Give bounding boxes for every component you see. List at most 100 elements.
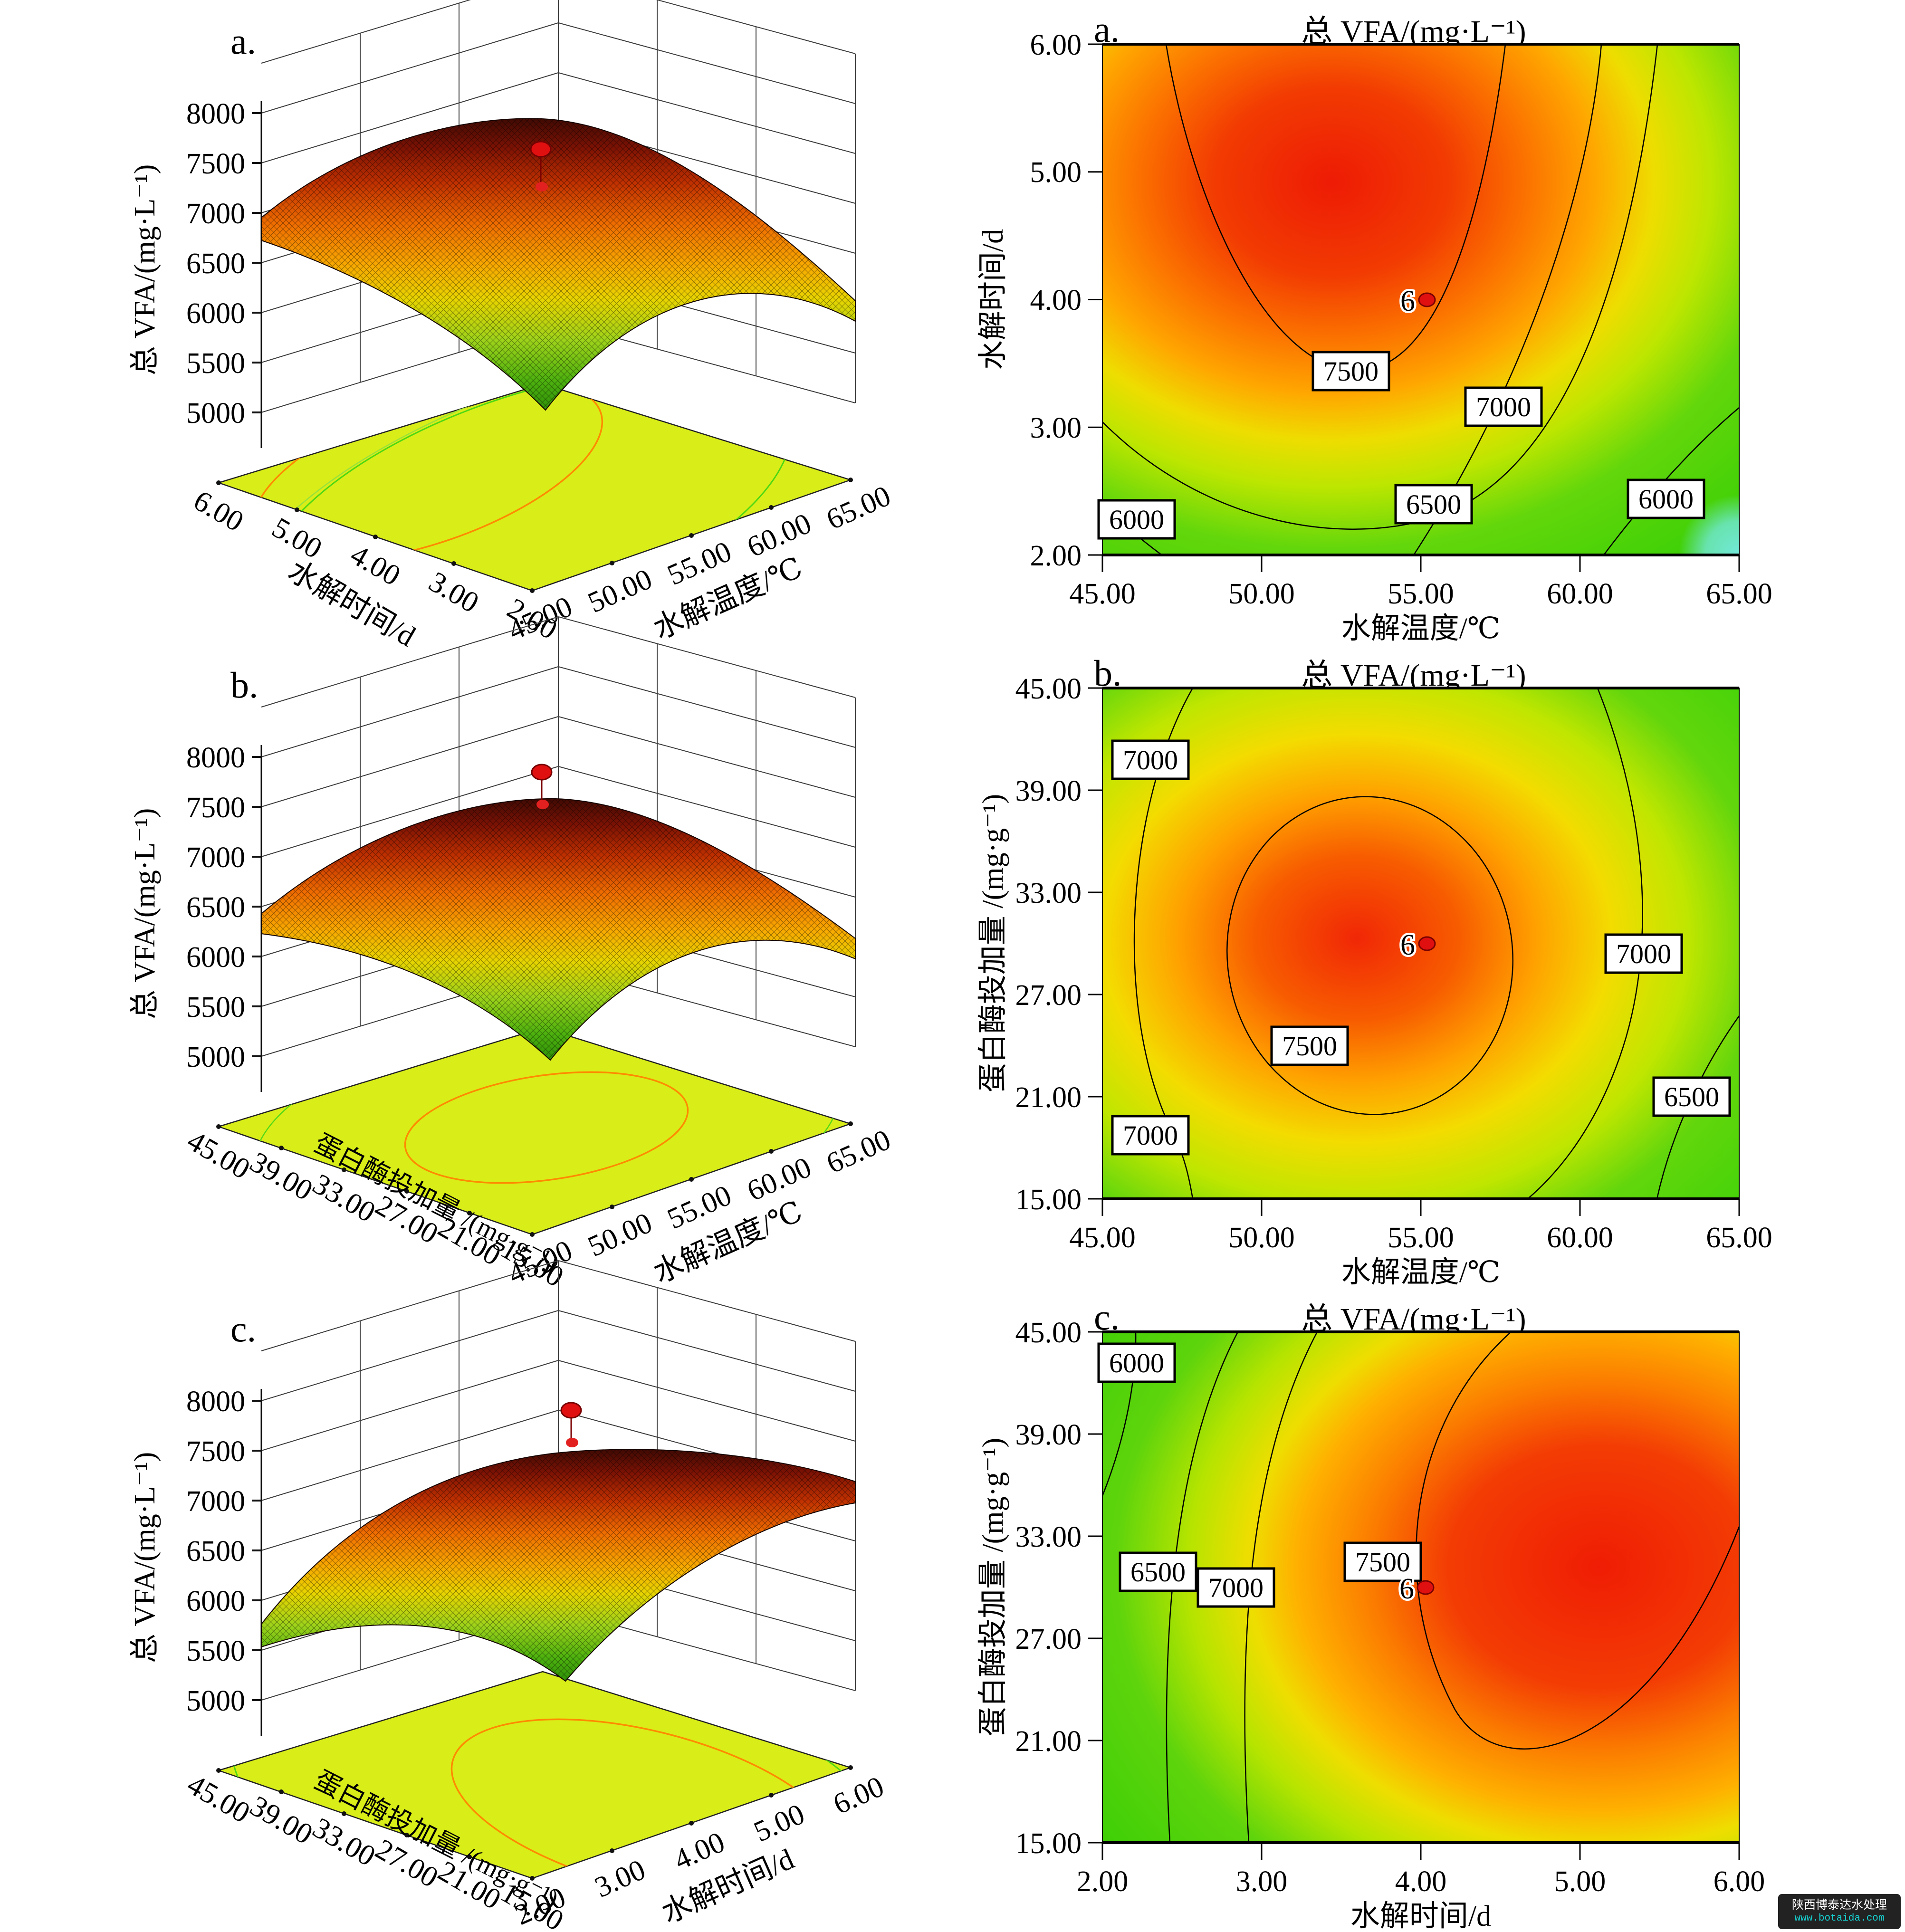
z-tick: 7500 bbox=[186, 792, 245, 824]
x-tick: 6.00 bbox=[1714, 1865, 1765, 1898]
y-tick: 33.00 bbox=[1015, 1521, 1082, 1553]
x-axis-title: 水解时间/d bbox=[1350, 1900, 1491, 1932]
watermark-company: 陕西博泰达水处理 bbox=[1791, 1898, 1887, 1912]
contour-label: 7000 bbox=[1123, 1120, 1178, 1151]
panel-letter: a. bbox=[230, 20, 256, 62]
z-axis-title: 总 VFA/(mg·L⁻¹) bbox=[129, 164, 161, 376]
contour-label: 7000 bbox=[1123, 745, 1178, 775]
z-axis-title: 总 VFA/(mg·L⁻¹) bbox=[129, 1452, 161, 1664]
y-axis-title: 蛋白酶投加量 /(mg·g⁻¹) bbox=[977, 794, 1009, 1092]
left-tick: 6.00 bbox=[188, 484, 249, 538]
contour-label: 6500 bbox=[1664, 1081, 1719, 1112]
y-tick: 45.00 bbox=[1015, 1317, 1082, 1349]
contour-label: 7000 bbox=[1476, 392, 1531, 422]
right-tick: 50.00 bbox=[583, 563, 657, 619]
z-tick: 7000 bbox=[186, 842, 245, 874]
contour-label: 7500 bbox=[1323, 356, 1378, 387]
contour-label-box: 7500 bbox=[1343, 1541, 1422, 1582]
contour-panel-a: a. 总 VFA/(mg·L⁻¹) 6.00 5.00 4.00 3.00 2.… bbox=[977, 9, 1772, 645]
right-tick: 60.00 bbox=[742, 507, 816, 564]
contour-label: 6000 bbox=[1109, 1348, 1164, 1378]
response-surface bbox=[261, 118, 856, 411]
x-tick: 2.00 bbox=[1077, 1865, 1129, 1898]
y-tick: 39.00 bbox=[1015, 775, 1082, 807]
y-tick: 15.00 bbox=[1015, 1827, 1082, 1860]
right-tick: 65.00 bbox=[822, 479, 895, 536]
axis-ticks bbox=[1088, 1331, 1740, 1860]
surface3d-panel-c: c. 8000 7500 7000 6500 6000 5500 5000 总 … bbox=[129, 1260, 889, 1932]
left-tick: 4.00 bbox=[345, 538, 406, 592]
z-axis bbox=[252, 1389, 262, 1736]
panel-letter: c. bbox=[230, 1308, 256, 1349]
contour-panel-c: c. 总 VFA/(mg·L⁻¹) 45.00 39.00 33.00 27.0… bbox=[977, 1296, 1765, 1932]
contour-label: 6000 bbox=[1109, 504, 1164, 535]
z-tick: 7000 bbox=[186, 198, 245, 230]
y-tick: 5.00 bbox=[1030, 156, 1082, 189]
x-tick: 65.00 bbox=[1706, 1222, 1772, 1254]
contour-label-box: 7500 bbox=[1311, 351, 1390, 392]
y-tick: 2.00 bbox=[1030, 540, 1082, 572]
surface3d-panel-a: a. 8000 7500 7000 6500 6000 5500 5000 总 … bbox=[129, 0, 895, 653]
right-tick: 3.00 bbox=[590, 1854, 650, 1904]
panel-letter: b. bbox=[230, 664, 258, 706]
z-axis bbox=[252, 745, 262, 1092]
y-tick: 21.00 bbox=[1015, 1725, 1082, 1758]
z-tick: 8000 bbox=[186, 1386, 245, 1418]
x-tick: 65.00 bbox=[1706, 578, 1772, 610]
x-tick: 4.00 bbox=[1395, 1865, 1447, 1898]
contour-label-box: 6000 bbox=[1627, 478, 1705, 519]
design-point bbox=[530, 141, 552, 191]
x-tick: 50.00 bbox=[1228, 578, 1295, 610]
z-tick: 8000 bbox=[186, 742, 245, 774]
y-tick: 15.00 bbox=[1015, 1184, 1082, 1216]
z-tick: 5000 bbox=[186, 1041, 245, 1073]
right-tick: 4.00 bbox=[669, 1826, 729, 1876]
floor-axis-ticks bbox=[216, 1121, 853, 1237]
x-tick: 45.00 bbox=[1069, 1222, 1136, 1254]
contour-label-box: 7000 bbox=[1604, 933, 1683, 974]
z-tick: 5500 bbox=[186, 347, 245, 380]
center-design-point: 6 bbox=[1398, 927, 1436, 964]
contour-label-box: 7000 bbox=[1111, 1115, 1190, 1156]
y-tick: 39.00 bbox=[1015, 1419, 1082, 1451]
point-label: 6 bbox=[1399, 1573, 1414, 1605]
z-tick: 7500 bbox=[186, 1435, 245, 1468]
contour-label: 6000 bbox=[1638, 484, 1694, 515]
contour-label-box: 6500 bbox=[1394, 484, 1473, 525]
contour-label-box: 6500 bbox=[1652, 1076, 1731, 1117]
contour-label-box: 7000 bbox=[1464, 386, 1543, 427]
z-tick: 6500 bbox=[186, 1535, 245, 1568]
floor-axis-ticks bbox=[216, 478, 853, 593]
y-tick: 45.00 bbox=[1015, 673, 1082, 705]
z-axis bbox=[252, 101, 262, 448]
floor-projection bbox=[216, 1671, 852, 1879]
contour-label: 7500 bbox=[1355, 1547, 1410, 1578]
y-axis-title: 蛋白酶投加量 /(mg·g⁻¹) bbox=[977, 1438, 1009, 1736]
contour-lines bbox=[1102, 1332, 1739, 1843]
z-tick: 7500 bbox=[186, 148, 245, 180]
contour-label-box: 7500 bbox=[1270, 1025, 1349, 1066]
y-tick: 21.00 bbox=[1015, 1081, 1082, 1114]
watermark-url: www.botaida.com bbox=[1794, 1913, 1885, 1924]
z-tick: 6000 bbox=[186, 941, 245, 974]
floor-axis-ticks bbox=[216, 1765, 853, 1881]
z-tick: 5500 bbox=[186, 1635, 245, 1667]
z-tick: 7000 bbox=[186, 1485, 245, 1518]
axis-ticks bbox=[1088, 687, 1740, 1216]
x-tick: 55.00 bbox=[1388, 1222, 1454, 1254]
z-tick: 5500 bbox=[186, 991, 245, 1023]
contour-label-box: 6000 bbox=[1097, 499, 1176, 540]
y-axis-title: 水解时间/d bbox=[977, 229, 1009, 370]
contour-label: 6500 bbox=[1406, 489, 1461, 520]
z-tick: 6000 bbox=[186, 297, 245, 330]
contour-label: 7000 bbox=[1616, 938, 1671, 969]
right-tick: 50.00 bbox=[583, 1206, 657, 1263]
watermark: 陕西博泰达水处理 www.botaida.com bbox=[1778, 1894, 1901, 1929]
contour-panel-b: b. 总 VFA/(mg·L⁻¹) 45.00 39.00 33.00 27.0… bbox=[977, 652, 1772, 1289]
contour-label-box: 7000 bbox=[1111, 739, 1190, 780]
contour-label: 7000 bbox=[1208, 1572, 1264, 1603]
x-tick: 60.00 bbox=[1547, 578, 1613, 610]
contour-label-box: 6000 bbox=[1097, 1342, 1176, 1383]
right-tick: 6.00 bbox=[828, 1770, 889, 1821]
contour-label-box: 6500 bbox=[1119, 1551, 1197, 1592]
